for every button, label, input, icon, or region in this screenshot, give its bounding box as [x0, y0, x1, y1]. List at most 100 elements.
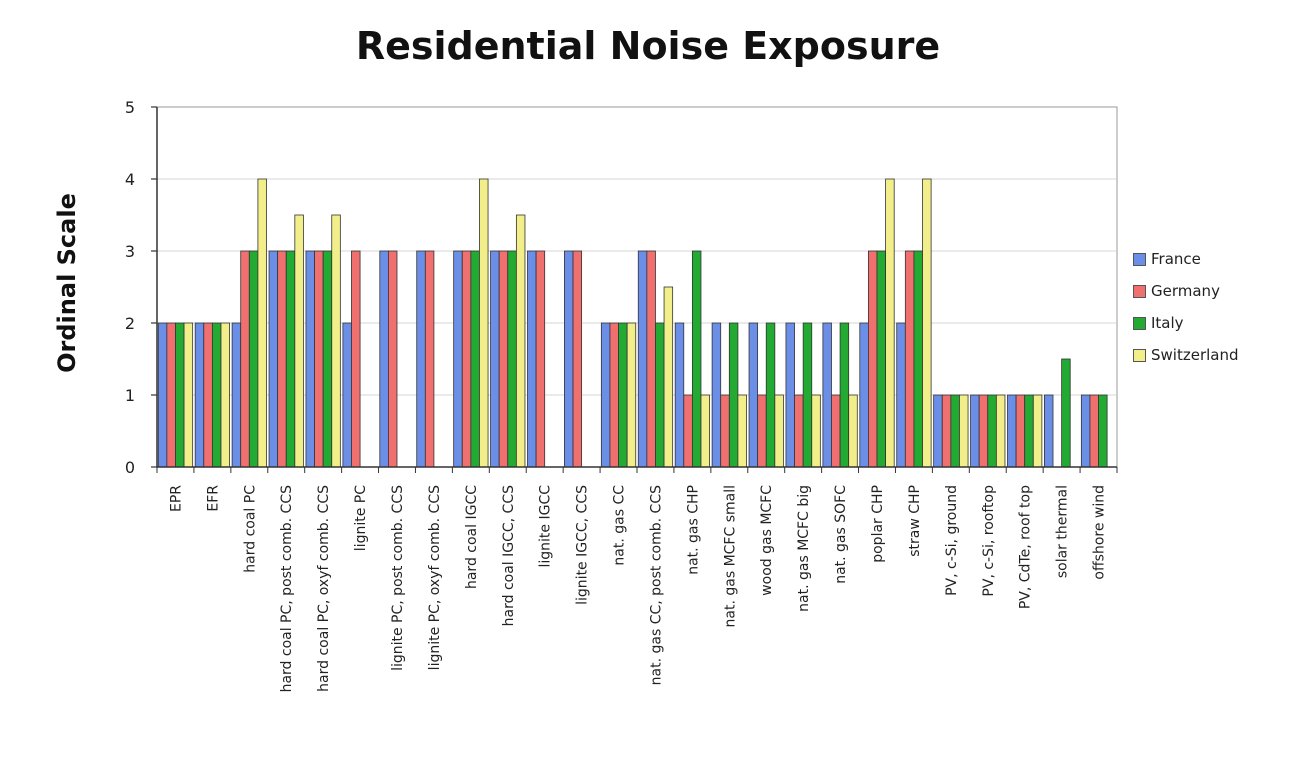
bar — [479, 178, 489, 468]
y-tick-label: 0 — [125, 458, 135, 477]
bar — [811, 394, 821, 468]
x-tick-label: lignite IGCC — [538, 485, 554, 568]
x-tick-label: PV, CdTe, roof top — [1018, 485, 1034, 609]
bar — [720, 394, 730, 468]
bar — [711, 322, 722, 468]
bar — [1044, 394, 1054, 468]
x-tick-label: nat. gas CC — [612, 485, 628, 566]
bar — [950, 394, 960, 468]
bar — [876, 250, 887, 468]
x-tick-label: hard coal PC, post comb. CCS — [279, 485, 295, 693]
bar — [859, 322, 869, 468]
x-tick-label: lignite PC, post comb. CCS — [390, 485, 406, 671]
bar — [970, 394, 980, 468]
bar — [802, 322, 813, 468]
bar — [498, 250, 509, 468]
bar — [257, 178, 267, 468]
bar — [896, 322, 906, 468]
bar — [885, 178, 895, 468]
x-tick-label: offshore wind — [1092, 485, 1108, 580]
bar — [904, 250, 915, 468]
x-tick-label: nat. gas MCFC small — [722, 485, 738, 627]
bar — [194, 322, 205, 468]
y-tick-label: 2 — [125, 314, 135, 333]
x-tick-label: straw CHP — [907, 485, 923, 557]
legend-swatch — [1133, 348, 1146, 362]
bar — [322, 250, 333, 468]
x-tick-label: EPR — [168, 485, 184, 512]
bar — [626, 322, 637, 468]
legend: France Germany Italy Switzerland — [1133, 243, 1283, 371]
bar — [794, 394, 804, 468]
bar — [737, 394, 747, 468]
legend-label: Switzerland — [1151, 346, 1239, 364]
x-tick-label: nat. gas MCFC big — [796, 485, 812, 612]
legend-swatch — [1133, 284, 1146, 298]
y-tick-label: 1 — [125, 386, 135, 405]
bar — [342, 322, 352, 468]
bar — [683, 394, 693, 468]
bar — [933, 394, 943, 468]
bar — [314, 250, 324, 468]
x-tick-label: nat. gas SOFC — [833, 485, 849, 584]
bar — [1089, 394, 1099, 468]
x-tick-label: PV, c-Si, ground — [944, 485, 960, 596]
x-tick-label: lignite PC, oxyf comb. CCS — [427, 485, 443, 670]
legend-item-germany: Germany — [1133, 275, 1283, 307]
bar — [609, 322, 619, 468]
bar — [470, 250, 480, 468]
bar — [331, 214, 341, 468]
bar — [941, 394, 952, 468]
bar — [663, 286, 674, 468]
x-tick-label: lignite IGCC, CCS — [575, 485, 591, 605]
bar — [674, 322, 685, 468]
y-tick-label: 5 — [125, 98, 135, 117]
axes — [151, 106, 1118, 473]
bar — [1098, 394, 1108, 468]
bar — [379, 250, 389, 468]
bar — [211, 322, 222, 468]
bar — [757, 394, 767, 468]
tick-labels: 0 1 2 3 4 5 EPR EFR hard coal PC hard coal PC, po… — [125, 98, 1108, 692]
bar — [535, 250, 546, 468]
bar — [637, 250, 648, 468]
bar — [294, 214, 304, 468]
bar — [461, 250, 472, 468]
bar — [959, 394, 969, 468]
bar — [285, 250, 296, 468]
x-tick-label: lignite PC — [353, 485, 369, 551]
bar — [157, 322, 168, 468]
bar — [1061, 358, 1071, 468]
bar — [728, 322, 739, 468]
bar — [1024, 394, 1034, 468]
bar — [848, 394, 858, 468]
bar — [424, 250, 435, 468]
chart-title: Residential Noise Exposure — [355, 24, 941, 68]
bar — [351, 250, 361, 468]
bar — [490, 250, 500, 468]
bar — [507, 250, 517, 468]
y-tick-label: 3 — [125, 242, 135, 261]
bar — [646, 250, 656, 468]
x-tick-label: wood gas MCFC — [759, 485, 775, 596]
bar — [166, 322, 176, 468]
bar — [231, 322, 242, 468]
bar — [220, 322, 230, 468]
bar — [572, 250, 583, 468]
bar — [822, 322, 832, 468]
bar — [748, 322, 759, 468]
legend-label: France — [1151, 250, 1201, 268]
x-tick-label: nat. gas CC, post comb. CCS — [648, 485, 664, 685]
bar — [839, 322, 850, 468]
legend-swatch — [1133, 252, 1146, 266]
bar — [913, 250, 923, 468]
x-tick-label: poplar CHP — [870, 485, 886, 563]
bar — [453, 250, 463, 468]
x-tick-label: hard coal IGCC, CCS — [501, 485, 517, 626]
bar — [831, 394, 841, 468]
legend-label: Italy — [1151, 314, 1184, 332]
bar — [995, 394, 1006, 468]
bar — [183, 322, 194, 468]
x-tick-label: hard coal PC, oxyf comb. CCS — [316, 485, 332, 692]
